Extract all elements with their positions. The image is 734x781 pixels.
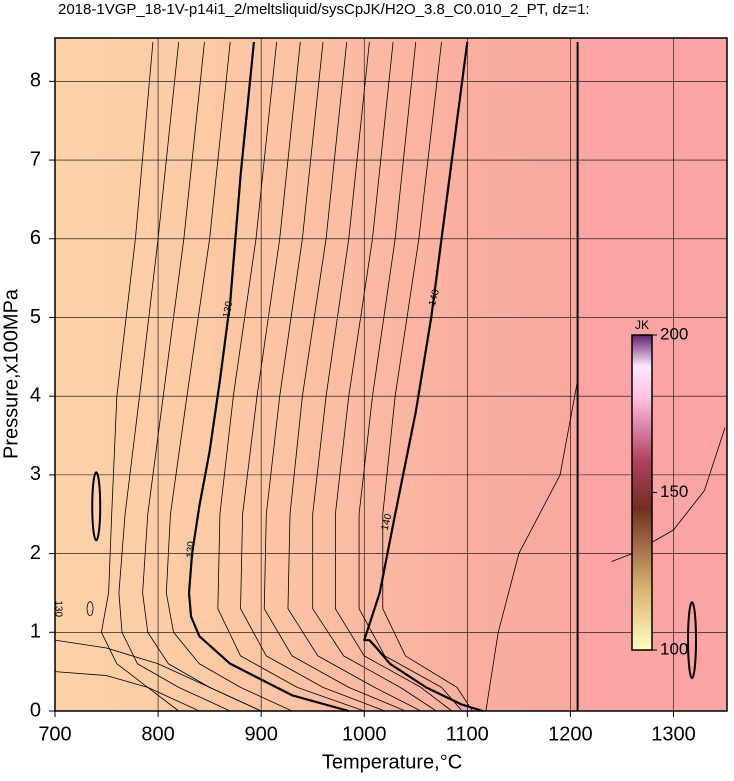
- x-tick-label: 1000: [342, 723, 387, 745]
- blob: [91, 471, 102, 542]
- bold-contour-line: [187, 41, 350, 713]
- contour-line: [263, 41, 406, 712]
- contour-label: 130: [221, 300, 235, 319]
- colorbar: [631, 334, 653, 651]
- background-left: [55, 38, 578, 711]
- contour-line: [240, 41, 385, 712]
- x-tick-label: 1300: [651, 723, 696, 745]
- plot-frame: [54, 37, 728, 712]
- contour-line: [382, 41, 473, 712]
- contour-line: [287, 41, 422, 712]
- contour-line: [485, 380, 578, 712]
- x-tick-label: 700: [38, 723, 71, 745]
- contour-label: 140: [427, 288, 442, 307]
- blob: [687, 601, 698, 680]
- colorbar-tick-label: 150: [660, 482, 688, 501]
- contour-label: 140: [380, 512, 395, 531]
- contour-line: [165, 41, 293, 712]
- contour-line: [142, 41, 262, 712]
- y-tick-label: 1: [30, 621, 41, 643]
- y-tick-label: 4: [30, 384, 41, 406]
- contour-label: 130: [185, 540, 197, 558]
- contour-line: [611, 427, 726, 562]
- chart-title: 2018-1VGP_18-1V-p14i1_2/meltsliquid/sysC…: [58, 1, 590, 18]
- y-tick-label: 7: [30, 148, 41, 170]
- y-tick-label: 8: [30, 70, 41, 92]
- y-tick-label: 2: [30, 542, 41, 564]
- colorbar-label: JK: [635, 318, 649, 332]
- contour-line: [54, 671, 179, 712]
- contour-line: [312, 41, 437, 712]
- x-axis-label: Temperature,°C: [322, 751, 462, 773]
- x-tick-label: 900: [244, 723, 277, 745]
- contour-line: [334, 41, 453, 712]
- colorbar-tick-label: 100: [660, 639, 688, 658]
- contour-line: [118, 41, 231, 712]
- contour-line: [358, 41, 463, 712]
- contour-line: [100, 41, 200, 712]
- y-tick-label: 0: [30, 699, 41, 721]
- contour-line: [54, 639, 262, 712]
- y-tick-label: 6: [30, 227, 41, 249]
- contour-line: [217, 41, 365, 712]
- colorbar-tick-label: 200: [660, 324, 688, 343]
- x-tick-label: 800: [141, 723, 174, 745]
- y-tick-label: 5: [30, 306, 41, 328]
- x-tick-label: 1100: [446, 723, 489, 745]
- contour-label: 130: [52, 600, 63, 617]
- x-tick-label: 1200: [548, 723, 593, 745]
- bold-contour-line: [363, 41, 484, 713]
- y-tick-label: 3: [30, 463, 41, 485]
- blob: [86, 601, 94, 617]
- y-axis-label: Pressure,x100MPa: [0, 288, 22, 459]
